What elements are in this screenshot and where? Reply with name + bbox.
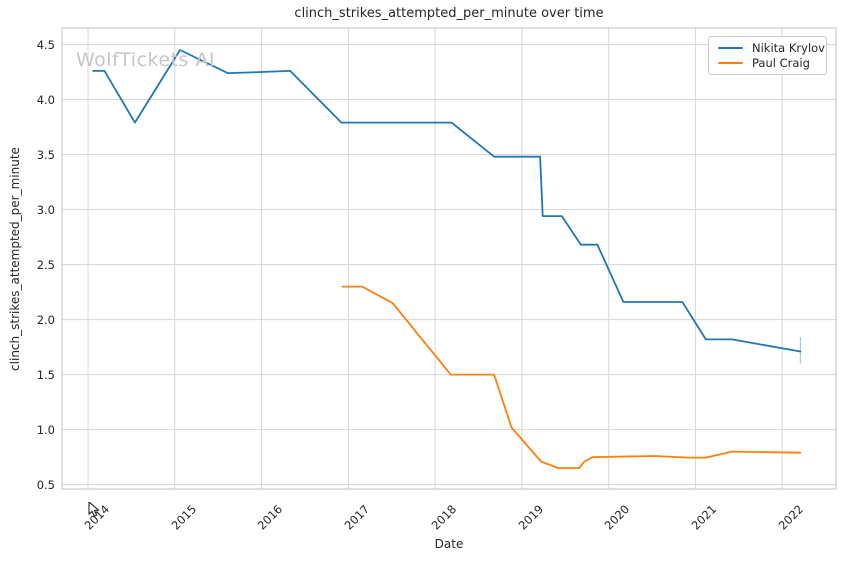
legend-item-nikita-krylov: Nikita Krylov xyxy=(718,41,825,56)
watermark: WolfTickets AI xyxy=(76,49,216,71)
y-tick-label: 2.5 xyxy=(36,257,55,272)
y-tick-label: 3.5 xyxy=(36,147,55,162)
legend-label: Paul Craig xyxy=(752,55,810,70)
y-tick-label: 1.5 xyxy=(36,367,55,382)
series-line-nikita-krylov xyxy=(92,49,802,353)
legend-label: Nikita Krylov xyxy=(752,41,825,56)
mouse-cursor xyxy=(88,502,100,517)
y-tick-label: 0.5 xyxy=(36,477,55,492)
legend: Nikita Krylov Paul Craig xyxy=(708,36,827,75)
x-axis-label: Date xyxy=(434,537,464,551)
y-tick-label: 4.0 xyxy=(36,92,55,107)
y-tick-label: 3.0 xyxy=(36,202,55,217)
axes-spines xyxy=(61,27,837,490)
legend-item-paul-craig: Paul Craig xyxy=(718,56,818,71)
chart-title: clinch_strikes_attempted_per_minute over… xyxy=(294,6,604,21)
legend-line-sample-orange xyxy=(718,61,743,64)
series-line-paul-craig xyxy=(341,285,802,470)
y-tick-label: 1.0 xyxy=(36,422,55,437)
legend-line-sample-blue xyxy=(718,47,743,50)
y-tick-label: 2.0 xyxy=(36,312,55,327)
y-tick-label: 4.5 xyxy=(36,37,55,52)
